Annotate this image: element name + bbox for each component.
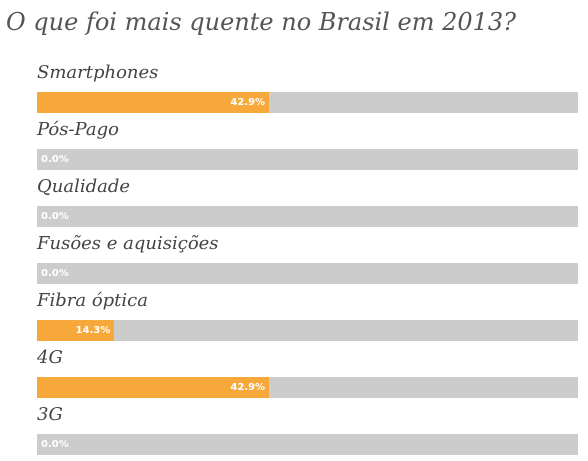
percent-label: 0.0% xyxy=(41,439,69,450)
poll-option: Pós-Pago 0.0% xyxy=(0,118,588,175)
option-label: Fibra óptica xyxy=(37,290,148,311)
percent-label: 0.0% xyxy=(41,211,69,222)
option-label: 4G xyxy=(37,347,63,368)
result-bar-track: 42.9% xyxy=(37,377,578,398)
result-bar-fill: 42.9% xyxy=(37,377,270,398)
result-bar-track: 14.3% xyxy=(37,320,578,341)
poll-option: Smartphones 42.9% xyxy=(0,61,588,118)
result-bar-track: 0.0% xyxy=(37,263,578,284)
poll-option: Fusões e aquisições 0.0% xyxy=(0,232,588,289)
poll-question: O que foi mais quente no Brasil em 2013? xyxy=(6,8,517,36)
result-bar-track: 0.0% xyxy=(37,434,578,455)
percent-label: 42.9% xyxy=(230,97,266,108)
poll-option: 4G 42.9% xyxy=(0,346,588,403)
option-label: Qualidade xyxy=(37,176,131,197)
result-bar-track: 42.9% xyxy=(37,92,578,113)
poll-options: Smartphones 42.9% Pós-Pago 0.0% Qualidad… xyxy=(0,61,588,460)
result-bar-track: 0.0% xyxy=(37,206,578,227)
poll-option: Qualidade 0.0% xyxy=(0,175,588,232)
result-bar-fill: 14.3% xyxy=(37,320,115,341)
percent-label: 0.0% xyxy=(41,154,69,165)
result-bar-track: 0.0% xyxy=(37,149,578,170)
percent-label: 42.9% xyxy=(230,382,266,393)
option-label: Pós-Pago xyxy=(37,119,119,140)
percent-label: 0.0% xyxy=(41,268,69,279)
option-label: Fusões e aquisições xyxy=(37,233,219,254)
percent-label: 14.3% xyxy=(75,325,111,336)
poll-option: 3G 0.0% xyxy=(0,403,588,460)
poll-option: Fibra óptica 14.3% xyxy=(0,289,588,346)
option-label: 3G xyxy=(37,404,63,425)
result-bar-fill: 42.9% xyxy=(37,92,270,113)
option-label: Smartphones xyxy=(37,62,159,83)
